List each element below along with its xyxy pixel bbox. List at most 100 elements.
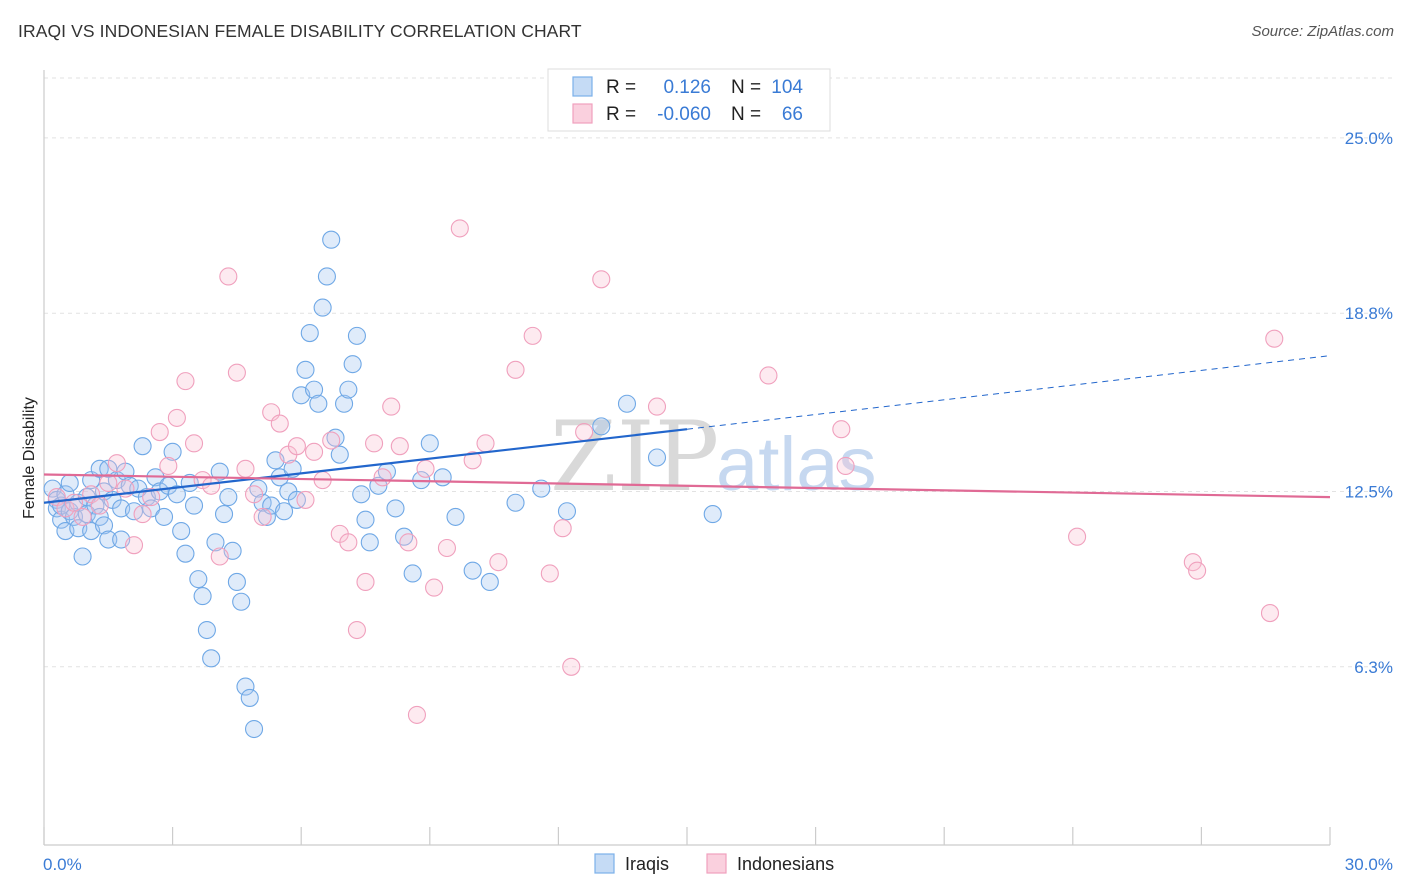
point-iraqis-48 [202, 649, 221, 668]
point-indonesians-35 [347, 620, 366, 640]
point-indonesians-50 [506, 360, 525, 379]
legend-r-label-1: R = [606, 77, 636, 98]
point-iraqis-99 [557, 502, 577, 521]
x-tick-label-max: 30.0% [1345, 855, 1393, 874]
point-indonesians-40 [390, 437, 409, 456]
point-indonesians-10 [133, 505, 152, 524]
point-indonesians-3 [73, 507, 92, 526]
point-iraqis-79 [335, 394, 354, 413]
point-iraqis-46 [193, 587, 212, 606]
point-iraqis-84 [356, 510, 375, 529]
point-iraqis-90 [403, 564, 422, 583]
point-iraqis-57 [240, 688, 259, 707]
point-iraqis-85 [360, 533, 379, 552]
point-iraqis-88 [386, 499, 405, 518]
trend-lines [43, 355, 1331, 504]
point-iraqis-45 [189, 570, 208, 589]
point-indonesians-52 [540, 564, 559, 583]
point-indonesians-58 [759, 366, 778, 385]
point-indonesians-57 [647, 397, 667, 416]
point-iraqis-97 [506, 493, 525, 512]
point-indonesians-59 [832, 420, 851, 439]
point-indonesians-64 [1260, 604, 1280, 623]
point-indonesians-16 [184, 434, 204, 453]
series-iraqis [43, 230, 722, 739]
point-iraqis-47 [197, 620, 216, 640]
point-iraqis-39 [163, 442, 182, 461]
series-legend-swatch-indonesians [706, 853, 727, 874]
point-iraqis-40 [167, 485, 186, 504]
point-indonesians-34 [339, 533, 358, 552]
point-indonesians-37 [365, 434, 384, 453]
legend-n-label-1: N = [731, 77, 761, 98]
point-iraqis-80 [339, 380, 358, 399]
point-indonesians-15 [176, 372, 195, 391]
point-iraqis-86 [369, 476, 388, 495]
axes [43, 70, 1331, 846]
legend-r-label-2: R = [606, 104, 636, 125]
point-indonesians-60 [836, 456, 855, 476]
chart-title: IRAQI VS INDONESIAN FEMALE DISABILITY CO… [18, 21, 582, 41]
point-indonesians-26 [270, 414, 289, 433]
point-indonesians-55 [575, 422, 594, 442]
point-indonesians-14 [167, 408, 186, 427]
point-indonesians-38 [373, 468, 392, 487]
point-indonesians-51 [523, 326, 542, 345]
y-tick-label-2: 12.5% [1345, 482, 1393, 501]
point-iraqis-58 [244, 719, 264, 739]
point-iraqis-96 [480, 572, 499, 592]
point-indonesians-23 [244, 485, 264, 504]
y-tick-labels: 25.0% 18.8% 12.5% 6.3% [1345, 129, 1393, 677]
series-legend-label-iraqis: Iraqis [625, 854, 669, 874]
point-indonesians-49 [489, 553, 508, 572]
legend-n-label-2: N = [731, 104, 761, 125]
point-iraqis-95 [463, 561, 482, 580]
watermark-atlas: atlas [716, 422, 877, 507]
point-iraqis-101 [617, 394, 637, 413]
point-iraqis-71 [300, 323, 319, 343]
point-iraqis-103 [703, 505, 722, 524]
point-iraqis-54 [227, 572, 246, 592]
x-tick-label-min: 0.0% [43, 855, 82, 874]
watermark: ZIP atlas [550, 401, 877, 513]
point-indonesians-61 [1068, 527, 1087, 546]
gridlines [44, 77, 1395, 668]
point-iraqis-61 [257, 507, 276, 526]
point-indonesians-43 [416, 459, 435, 478]
point-iraqis-78 [330, 445, 349, 464]
point-iraqis-76 [322, 230, 341, 249]
point-indonesians-12 [150, 422, 169, 442]
point-indonesians-36 [356, 572, 375, 592]
point-iraqis-94 [446, 507, 465, 526]
point-iraqis-55 [232, 592, 251, 611]
point-iraqis-72 [305, 380, 324, 399]
point-indonesians-11 [142, 488, 161, 507]
point-indonesians-42 [407, 705, 426, 724]
point-iraqis-42 [176, 544, 195, 563]
point-indonesians-54 [562, 657, 581, 676]
y-axis-title: Female Disability [21, 397, 38, 519]
trend-line-iraqis [43, 428, 688, 504]
point-indonesians-22 [236, 459, 255, 478]
point-indonesians-32 [322, 431, 341, 450]
point-iraqis-12 [73, 547, 92, 566]
point-iraqis-70 [296, 360, 315, 379]
point-iraqis-74 [313, 298, 332, 317]
point-indonesians-41 [399, 533, 418, 552]
trend-extension-iraqis [686, 355, 1331, 430]
point-indonesians-44 [425, 578, 444, 597]
point-iraqis-75 [317, 267, 336, 286]
point-iraqis-37 [154, 507, 174, 526]
point-iraqis-32 [133, 437, 152, 456]
point-indonesians-62 [1183, 553, 1202, 572]
point-indonesians-39 [382, 397, 401, 416]
point-indonesians-65 [1265, 329, 1284, 348]
y-tick-label-1: 18.8% [1345, 304, 1393, 323]
series-legend-swatch-iraqis [594, 853, 615, 874]
point-indonesians-46 [450, 219, 469, 238]
point-iraqis-50 [210, 462, 229, 481]
point-iraqis-81 [343, 355, 362, 374]
point-indonesians-53 [553, 519, 572, 538]
point-indonesians-13 [159, 456, 178, 476]
